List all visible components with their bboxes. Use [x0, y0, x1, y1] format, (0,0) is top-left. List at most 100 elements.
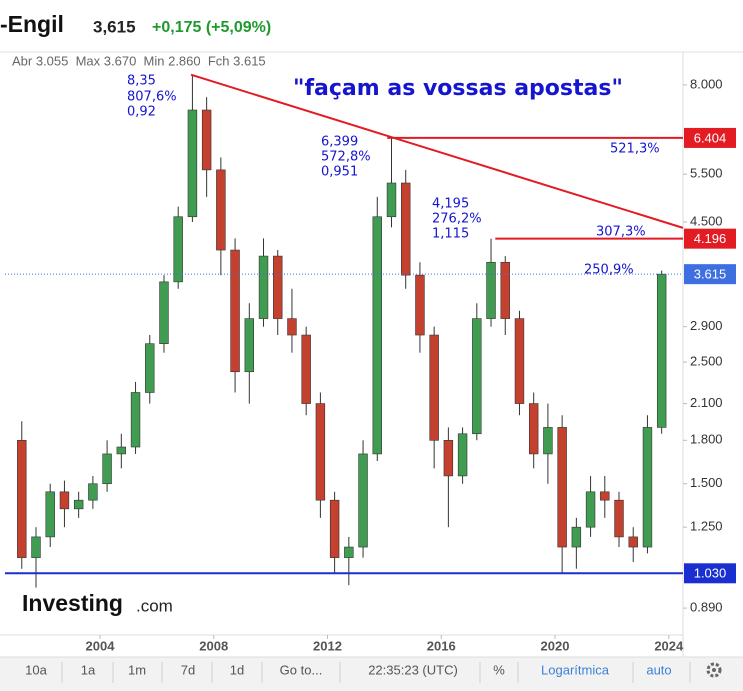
candle-body	[628, 536, 638, 548]
candle-body	[230, 249, 240, 373]
candle-body	[31, 536, 41, 558]
y-tick-label: 1.500	[690, 475, 723, 490]
candle-body	[472, 318, 482, 435]
logo-suffix: .com	[136, 596, 173, 615]
annotation: 8,35	[127, 74, 156, 89]
price-label-box	[684, 563, 736, 584]
toolbar-separators	[61, 662, 691, 683]
candle-body	[216, 169, 226, 251]
candle-body	[244, 318, 255, 373]
annotation: 0,92	[127, 105, 156, 120]
candle-body	[187, 109, 198, 218]
candle-body	[642, 427, 653, 548]
price-label: 1.030	[694, 566, 727, 581]
price-label-box	[684, 127, 736, 148]
y-tick-label: 5.500	[690, 166, 723, 181]
annotation: 807,6%	[127, 90, 177, 105]
plot: 0.890 1.250 1.500 1.800 2.100 2.500 2.900 4.500…	[5, 73, 736, 653]
candle-body	[59, 491, 70, 510]
toolbar-button[interactable]: %	[493, 662, 505, 677]
candle-body	[401, 182, 411, 276]
candle-body	[329, 499, 340, 558]
candle-body	[145, 343, 155, 393]
y-tick-label: 2.100	[690, 395, 723, 410]
candle-body	[386, 182, 397, 218]
toolbar-button[interactable]: Go to...	[280, 662, 323, 677]
toolbar-button[interactable]: Logarítmica	[541, 662, 610, 677]
price-label-box	[684, 264, 736, 285]
candle-body	[17, 439, 27, 558]
annotation: 4,195	[432, 197, 469, 212]
candle-body	[528, 403, 539, 455]
x-tick-label: 2008	[199, 638, 228, 653]
y-tick-label: 4.500	[690, 213, 723, 228]
candle-body	[557, 427, 567, 548]
candle-body	[457, 433, 468, 477]
x-tick-label: 2012	[313, 638, 342, 653]
ohlc-line: Abr 3.055 Max 3.670 Min 2.860 Fch 3.615	[12, 53, 266, 68]
annotation: 521,3%	[610, 142, 660, 157]
candle-body	[173, 216, 183, 283]
toolbar-button[interactable]: 10a	[25, 662, 47, 677]
instrument-name: -Engil	[0, 11, 64, 37]
annotation: 276,2%	[432, 212, 482, 227]
candle-body	[88, 483, 98, 501]
candle-body	[543, 427, 553, 455]
candle-body	[500, 261, 510, 319]
candle-body	[315, 403, 326, 501]
annotation: 6,399	[321, 135, 358, 150]
settings-icon[interactable]	[706, 662, 722, 678]
candle-body	[287, 318, 297, 336]
x-tick-label: 2020	[541, 638, 570, 653]
annotation: 1,115	[432, 227, 469, 242]
y-tick-label: 2.500	[690, 353, 723, 368]
candle-body	[656, 273, 667, 428]
candle-body	[486, 261, 496, 319]
annotation: 307,3%	[596, 225, 646, 240]
candle-body	[443, 439, 454, 477]
y-tick-label: 8.000	[690, 76, 723, 91]
candle-body	[73, 499, 84, 510]
candle-body	[585, 491, 596, 528]
x-tick-label: 2016	[427, 638, 456, 653]
y-tick-label: 1.800	[690, 432, 723, 447]
toolbar-button[interactable]: 1a	[81, 662, 96, 677]
candle-body	[571, 526, 582, 548]
price-change: +0,175 (+5,09%)	[152, 19, 271, 36]
price-label: 3.615	[694, 267, 727, 282]
candle-body	[514, 318, 525, 404]
candle-body	[258, 255, 269, 319]
price-label: 4.196	[694, 231, 727, 246]
toolbar-button[interactable]: 1d	[230, 662, 244, 677]
last-price: 3,615	[93, 17, 136, 36]
candle-body	[429, 334, 439, 441]
price-label: 6.404	[694, 130, 727, 145]
toolbar-time: 22:35:23 (UTC)	[368, 662, 458, 677]
candle-body	[201, 109, 212, 171]
y-tick-label: 0.890	[690, 600, 723, 615]
toolbar-button[interactable]: auto	[646, 662, 671, 677]
x-tick-label: 2004	[86, 638, 116, 653]
annotation: 0,951	[321, 165, 358, 180]
candle-body	[415, 274, 425, 336]
annotation: 250,9%	[584, 263, 634, 278]
toolbar	[0, 657, 743, 691]
toolbar-button[interactable]: 7d	[181, 662, 195, 677]
toolbar-button[interactable]: 1m	[128, 662, 146, 677]
chart-title: "façam as vossas apostas"	[293, 76, 623, 101]
candle-body	[358, 453, 368, 548]
x-tick-label: 2024	[654, 638, 684, 653]
logo: Investing	[22, 590, 123, 616]
candle-body	[614, 499, 624, 538]
gear	[706, 662, 722, 678]
trendline	[190, 73, 684, 229]
candle-body	[600, 491, 610, 501]
candle-body	[301, 334, 311, 404]
candle-body	[116, 446, 127, 455]
candle-body	[273, 255, 283, 319]
candle-body	[102, 453, 112, 485]
annotation: 572,8%	[321, 150, 371, 165]
candle-body	[45, 491, 55, 538]
